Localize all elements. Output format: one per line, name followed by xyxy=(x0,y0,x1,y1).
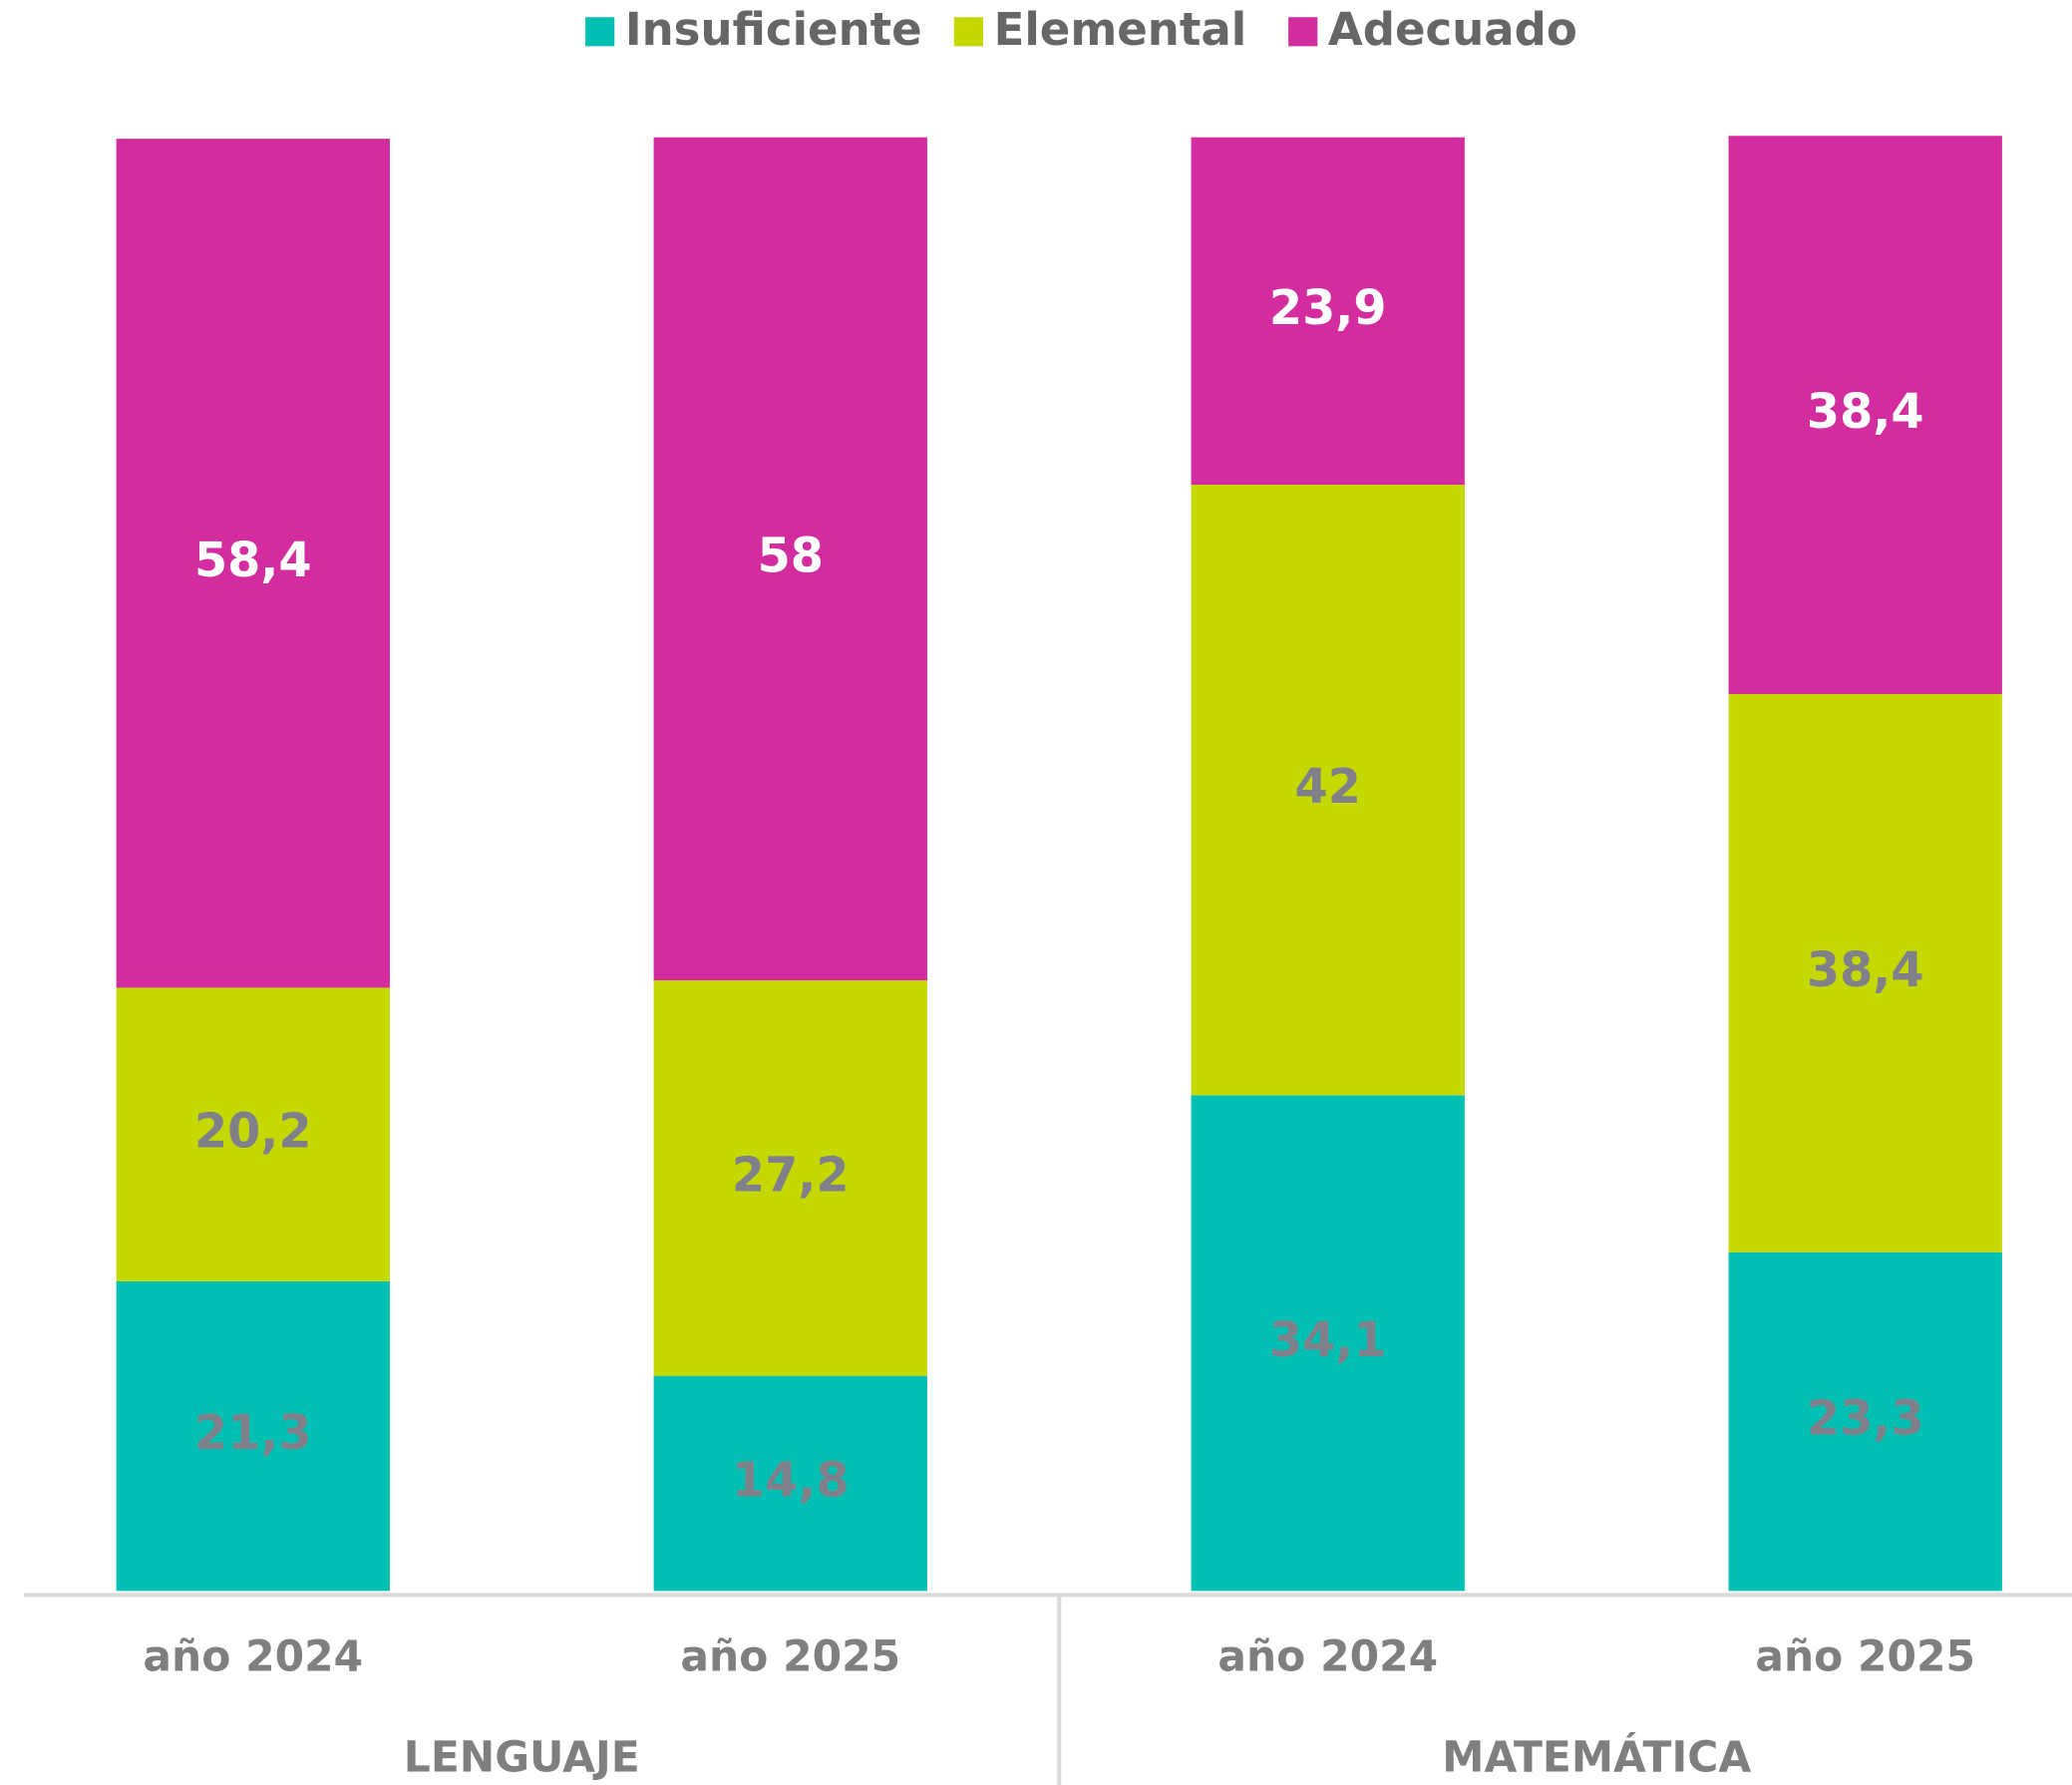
legend-swatch xyxy=(953,17,983,47)
bar-segment xyxy=(1191,485,1465,1096)
bar-segment xyxy=(116,1280,390,1592)
legend-swatch xyxy=(1288,17,1318,47)
group-label: MATEMÁTICA xyxy=(1442,1731,1751,1781)
data-label: 38,4 xyxy=(1807,385,1924,440)
data-label: 27,2 xyxy=(732,1148,850,1203)
data-label: 34,1 xyxy=(1269,1313,1387,1368)
data-label: 23,9 xyxy=(1269,281,1387,336)
data-label: 42 xyxy=(1295,760,1361,815)
x-tick-label: año 2025 xyxy=(1755,1632,1975,1681)
data-label: 58 xyxy=(758,529,824,583)
data-label: 21,3 xyxy=(194,1406,312,1461)
bar-segment xyxy=(1728,136,2002,694)
data-label: 20,2 xyxy=(194,1105,312,1160)
bar-segment xyxy=(653,137,927,981)
data-label: 38,4 xyxy=(1807,943,1924,998)
data-label: 14,8 xyxy=(732,1454,850,1509)
legend-label: Adecuado xyxy=(1328,3,1577,56)
legend-label: Elemental xyxy=(994,3,1247,56)
legend-label: Insuficiente xyxy=(625,3,922,56)
bar-segment xyxy=(1728,1251,2002,1592)
data-label: 23,3 xyxy=(1807,1392,1924,1447)
bar-segment xyxy=(1191,137,1465,486)
bar-segment xyxy=(653,1375,927,1592)
bar-segment xyxy=(1728,693,2002,1252)
group-label: LENGUAJE xyxy=(404,1732,640,1781)
bar-segment xyxy=(653,980,927,1376)
bar-segment xyxy=(116,987,390,1281)
x-tick-label: año 2024 xyxy=(143,1632,363,1681)
bar-segment xyxy=(1191,1095,1465,1592)
bar-segment xyxy=(116,139,390,988)
data-label: 58,4 xyxy=(194,534,312,588)
x-tick-label: año 2024 xyxy=(1217,1632,1438,1681)
legend-swatch xyxy=(585,17,615,47)
x-tick-label: año 2025 xyxy=(680,1632,900,1681)
